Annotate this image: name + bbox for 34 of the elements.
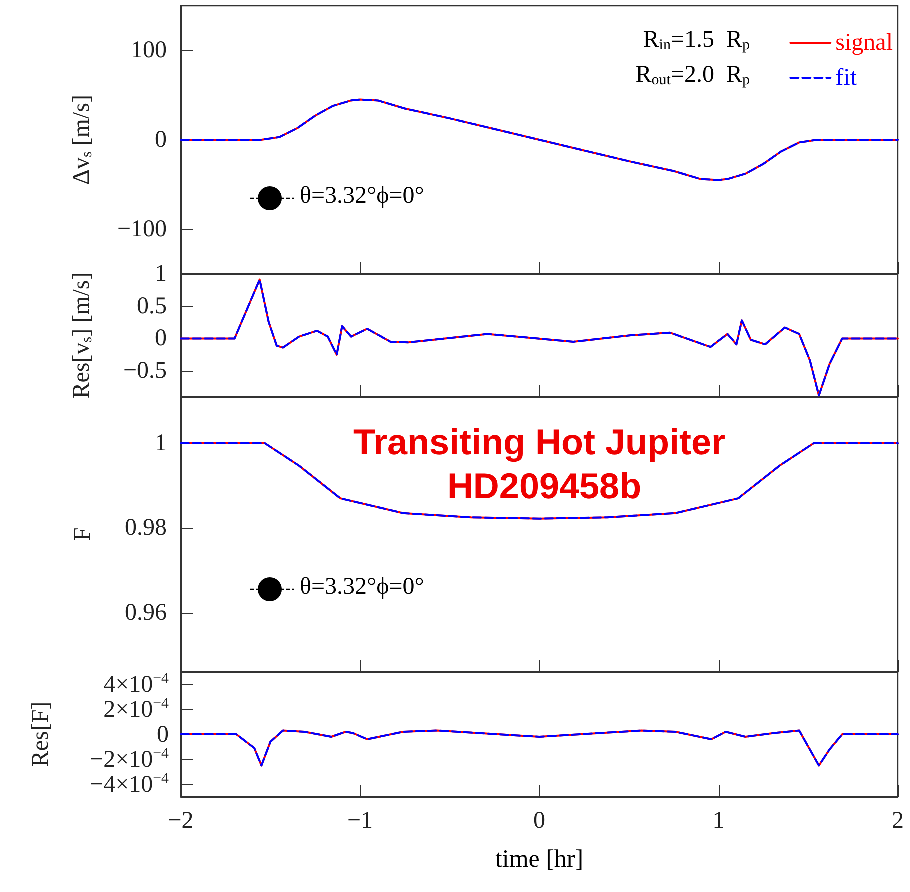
y-axis-title: F	[70, 528, 96, 542]
y-tick-label: 0	[155, 127, 167, 153]
annotation: Rin=1.5 Rp	[643, 27, 750, 54]
line-series	[180, 98, 899, 182]
y-axis-title: Δvs [m/s]	[69, 95, 96, 185]
x-tick-label: 1	[712, 808, 725, 834]
legend-label: fit	[836, 65, 858, 91]
x-tick-label: 0	[534, 808, 546, 834]
y-tick-label: 0.96	[125, 600, 167, 626]
y-tick-label: 1	[155, 430, 167, 457]
x-tick-label: 2	[892, 808, 904, 834]
y-tick-label: 100	[131, 38, 167, 64]
y-tick-label: −2×10$^{−4}$	[90, 746, 169, 772]
x-axis-title: time [hr]	[495, 846, 584, 873]
line-series	[180, 730, 899, 767]
annotation: Rout=2.0 Rp	[636, 62, 750, 88]
y-tick-label: −100	[117, 216, 167, 242]
text: Transiting Hot Jupiter HD209458b	[353, 422, 736, 506]
y-tick-label: −4×10$^{−4}$	[90, 770, 169, 798]
x-tick-label: −2	[168, 808, 194, 834]
legend-label: signal	[836, 30, 894, 56]
y-tick-label: 2×10$^{−4}$	[104, 696, 169, 722]
y-tick-label: 0.98	[125, 515, 167, 542]
y-tick-label: 0	[157, 722, 169, 748]
y-tick-label: 0	[155, 326, 167, 352]
y-axis-title: Res[vs] [m/s]	[69, 272, 96, 399]
y-tick-label: 1	[155, 261, 167, 287]
y-axis-title: Res[F]	[28, 702, 54, 768]
y-tick-label: 0.5	[137, 293, 167, 320]
y-tick-label: 4×10$^{−4}$	[104, 670, 169, 698]
annotation: θ=3.32°ϕ=0°	[300, 574, 424, 600]
x-tick-label: −1	[347, 808, 374, 834]
y-tick-label: −0.5	[123, 358, 167, 384]
annotation: θ=3.32°ϕ=0°	[300, 183, 424, 209]
